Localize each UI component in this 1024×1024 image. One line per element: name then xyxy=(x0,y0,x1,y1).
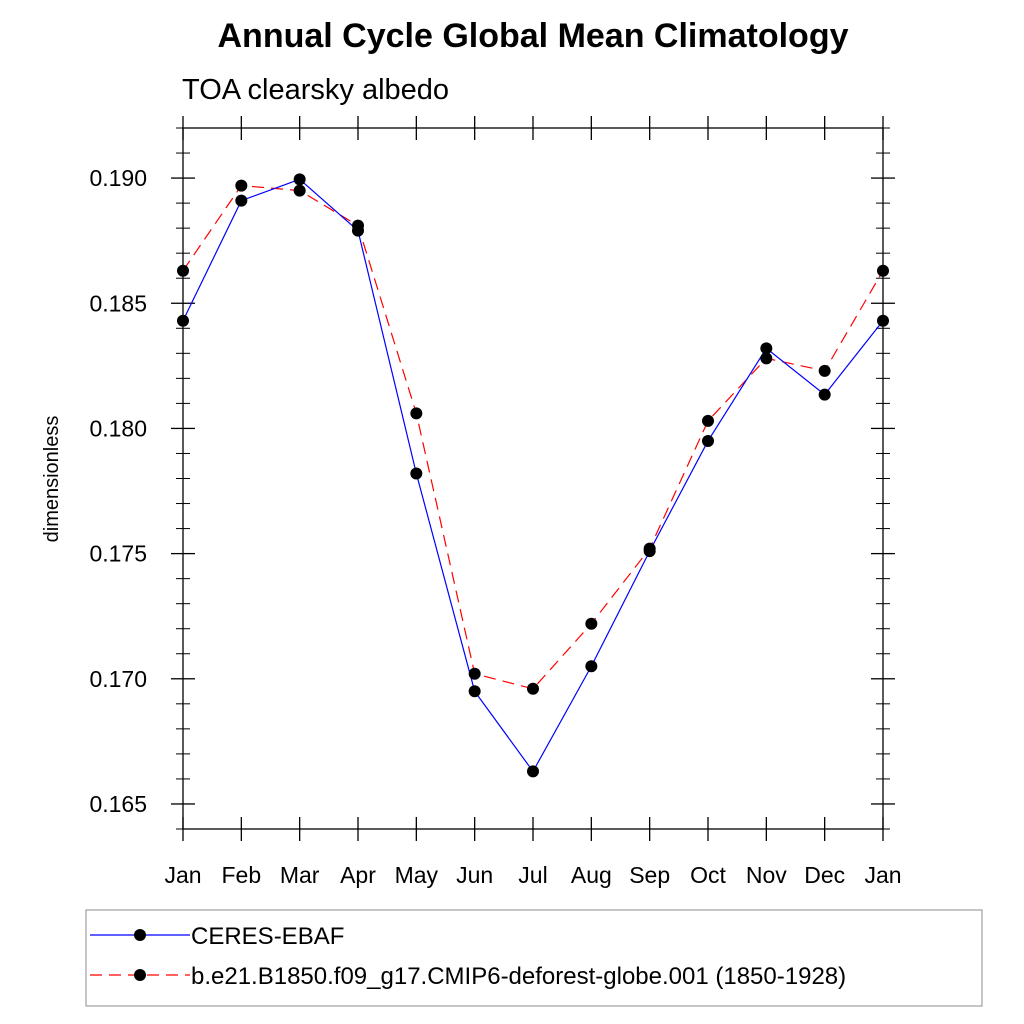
data-point-series-0 xyxy=(293,173,306,186)
y-tick-label: 0.180 xyxy=(89,415,147,441)
legend-label-0: CERES-EBAF xyxy=(191,923,344,950)
data-point-series-1 xyxy=(410,407,423,420)
x-tick-label: Jul xyxy=(518,862,547,888)
legend-marker-0 xyxy=(134,929,146,941)
legend: CERES-EBAF b.e21.B1850.f09_g17.CMIP6-defo… xyxy=(90,923,846,990)
data-point-series-1 xyxy=(702,414,714,427)
x-tick-label: Jan xyxy=(864,862,901,888)
plot-frame xyxy=(182,127,884,830)
x-tick-label: Feb xyxy=(222,862,262,888)
legend-marker-1 xyxy=(134,969,146,981)
data-point-series-1 xyxy=(527,682,539,695)
y-tick-label: 0.185 xyxy=(89,290,147,316)
x-tick-label: Dec xyxy=(804,862,845,888)
chart-title: Annual Cycle Global Mean Climatology xyxy=(218,17,849,55)
data-point-series-1 xyxy=(352,219,364,232)
data-point-series-1 xyxy=(818,364,831,377)
series-lines xyxy=(182,178,884,773)
data-point-series-0 xyxy=(410,467,423,480)
y-tick-label: 0.175 xyxy=(89,541,147,567)
axis-ticks: Jan Feb Mar Apr May Jun Jul Aug Sep Oct Nov Dec Jan 0… xyxy=(89,116,902,888)
data-point-series-0 xyxy=(468,685,481,698)
legend-label-1: b.e21.B1850.f09_g17.CMIP6-deforest-globe… xyxy=(191,963,846,990)
data-point-series-0 xyxy=(585,660,598,673)
legend-box xyxy=(85,909,983,1007)
data-point-series-1 xyxy=(877,264,889,277)
x-tick-label: Oct xyxy=(690,862,726,888)
data-point-series-0 xyxy=(702,434,714,447)
y-tick-label: 0.165 xyxy=(89,791,147,817)
data-point-series-1 xyxy=(235,179,248,192)
data-point-series-1 xyxy=(177,264,189,277)
x-tick-label: Nov xyxy=(746,862,787,888)
y-tick-label: 0.170 xyxy=(89,666,147,692)
series-line-1 xyxy=(182,184,884,690)
data-point-series-1 xyxy=(760,352,773,365)
data-point-series-0 xyxy=(877,314,889,327)
data-point-series-1 xyxy=(585,617,598,630)
data-point-series-1 xyxy=(293,184,306,197)
data-point-series-1 xyxy=(468,667,481,680)
x-tick-label: Aug xyxy=(571,862,612,888)
x-tick-label: May xyxy=(395,862,439,888)
data-point-series-0 xyxy=(818,388,831,401)
x-tick-label: Jun xyxy=(456,862,493,888)
y-tick-label: 0.190 xyxy=(89,165,147,191)
series-markers xyxy=(177,173,889,778)
x-tick-label: Apr xyxy=(340,862,376,888)
data-point-series-0 xyxy=(177,314,189,327)
x-tick-label: Sep xyxy=(629,862,670,888)
series-line-0 xyxy=(182,178,884,773)
x-tick-label: Mar xyxy=(280,862,320,888)
chart-subtitle: TOA clearsky albedo xyxy=(182,74,449,106)
data-point-series-0 xyxy=(235,194,248,207)
data-point-series-1 xyxy=(643,542,656,555)
y-axis-label: dimensionless xyxy=(41,416,63,543)
x-tick-label: Jan xyxy=(164,862,201,888)
data-point-series-0 xyxy=(760,342,773,355)
data-point-series-0 xyxy=(527,765,539,778)
